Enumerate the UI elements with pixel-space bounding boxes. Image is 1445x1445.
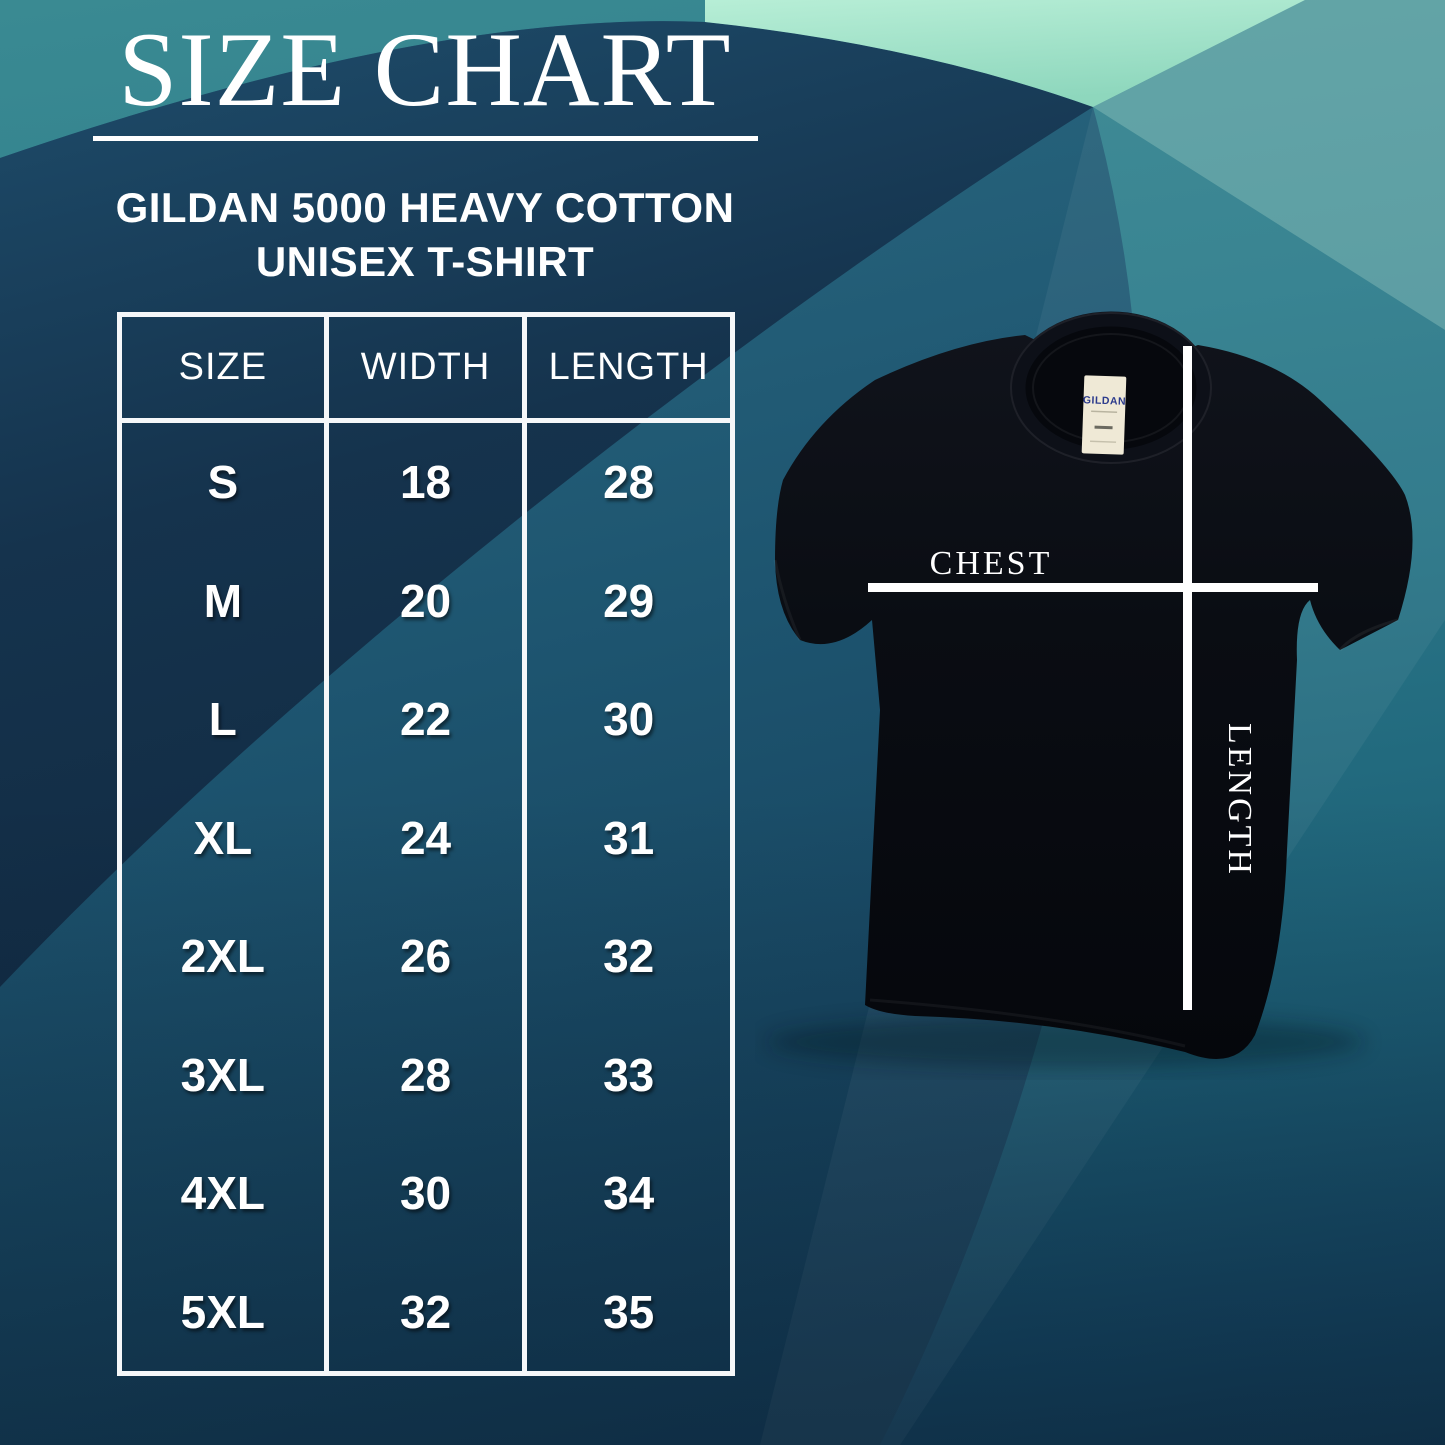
left-cuff-seam: [773, 559, 802, 641]
cell-m-size: M: [122, 541, 329, 660]
tshirt-body: [775, 335, 1413, 1060]
cell-s-length: 28: [603, 456, 655, 509]
cell-xl-size: XL: [122, 778, 329, 897]
cell-s-size: S: [122, 423, 329, 542]
cell-xl-length: 31: [603, 811, 655, 864]
collar-band: [1010, 311, 1212, 465]
subtitle-line-1: GILDAN 5000 HEAVY COTTON: [115, 184, 735, 232]
cell-3xl-width: 28: [329, 1015, 528, 1134]
gildan-tag: GILDAN: [1081, 375, 1127, 455]
cell-m-length: 29: [603, 574, 655, 627]
tshirt-graphic: GILDAN CHEST LENGTH: [765, 311, 1413, 1068]
cell-xl-width: 24: [329, 778, 528, 897]
cell-5xl-width: 32: [329, 1252, 528, 1371]
header-cell-length: LENGTH: [527, 317, 730, 423]
size-table: SIZE WIDTH LENGTH S 18 28 M 20 29 L 22 30 XL 24 31 2XL 2…: [117, 312, 735, 1376]
hem-seam: [869, 998, 1186, 1048]
cell-4xl-width: 30: [329, 1134, 528, 1253]
cell-3xl-size: 3XL: [122, 1015, 329, 1134]
cell-5xl-length: 35: [603, 1285, 655, 1338]
page-title: SIZE CHART: [118, 11, 732, 128]
cell-2xl-length: 32: [603, 930, 655, 983]
subtitle-line-2: UNISEX T-SHIRT: [255, 238, 595, 286]
product-subtitle: GILDAN 5000 HEAVY COTTON UNISEX T-SHIRT: [60, 181, 790, 289]
cell-5xl-size: 5XL: [122, 1252, 329, 1371]
cell-l-size: L: [122, 660, 329, 779]
cell-3xl-length: 33: [603, 1048, 655, 1101]
cell-4xl-size: 4XL: [122, 1134, 329, 1253]
cell-2xl-width: 26: [329, 897, 528, 1016]
chest-label: CHEST: [930, 545, 1053, 582]
tag-brand-text: GILDAN: [1083, 394, 1127, 408]
cell-s-width: 18: [329, 423, 528, 542]
cell-m-width: 20: [329, 541, 528, 660]
length-label: LENGTH: [1221, 723, 1258, 877]
cell-l-length: 30: [603, 693, 655, 746]
title-underline: [92, 136, 758, 142]
cell-4xl-length: 34: [603, 1167, 655, 1220]
header-cell-size: SIZE: [122, 317, 329, 423]
header-cell-width: WIDTH: [328, 317, 528, 423]
cell-2xl-size: 2XL: [122, 897, 329, 1016]
right-cuff-seam: [1338, 618, 1399, 651]
collar-outer-seam: [1010, 312, 1212, 464]
poster-header: SIZE CHART GILDAN 5000 HEAVY COTTON UNIS…: [60, 0, 790, 289]
cell-l-width: 22: [329, 660, 528, 779]
chest-measure-line: [868, 583, 1318, 592]
length-measure-line: [1183, 346, 1192, 1010]
